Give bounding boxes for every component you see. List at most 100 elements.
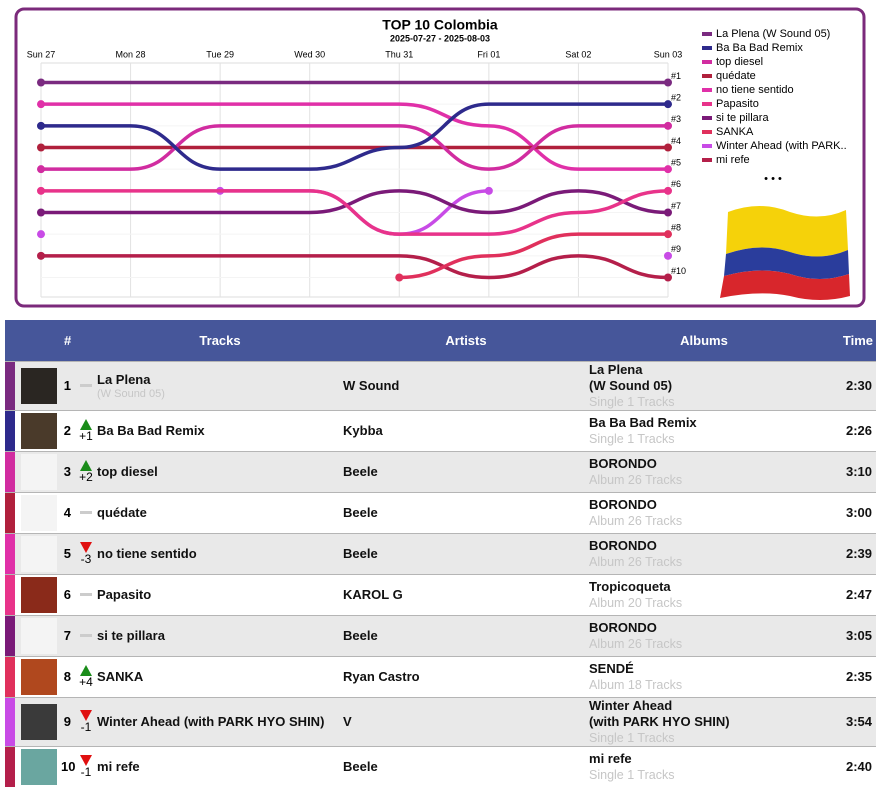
album-cell: Ba Ba Bad Remix Single 1 Tracks	[589, 409, 820, 451]
album-cell: BORONDO Album 26 Tracks	[589, 532, 820, 574]
legend-swatch	[702, 32, 712, 36]
rank: 9	[61, 696, 75, 746]
album-art	[21, 367, 57, 404]
y-tick-label: #6	[671, 179, 681, 189]
change: +1	[79, 428, 93, 443]
album: BORONDO	[589, 537, 657, 553]
series-point	[37, 121, 45, 130]
time: 3:54	[845, 713, 873, 729]
change-cell: +1	[75, 409, 98, 451]
time-cell: 2:35	[819, 655, 877, 697]
album-info: Album 26 Tracks	[589, 636, 683, 651]
header-cell: Albums	[589, 320, 820, 361]
trend-icon	[80, 418, 92, 430]
album: BORONDO	[589, 496, 657, 512]
row-color	[5, 745, 15, 787]
album-info: Album 26 Tracks	[589, 554, 683, 569]
track: La Plena	[97, 371, 151, 387]
album-info: Single 1 Tracks	[589, 431, 675, 446]
legend-label: mi refe	[716, 154, 750, 166]
time: 3:10	[845, 463, 873, 479]
trend-icon	[80, 634, 92, 637]
rank: 10	[61, 745, 75, 787]
header-cell: Tracks	[97, 320, 344, 361]
time: 2:40	[845, 758, 873, 774]
series-point	[37, 143, 45, 152]
album-art	[21, 748, 57, 785]
rank: 2	[61, 409, 75, 451]
track-cell: quédate	[97, 491, 344, 533]
track-cell: si te pillara	[97, 614, 344, 656]
legend-swatch	[702, 144, 712, 148]
legend-swatch	[702, 46, 712, 50]
legend-swatch	[702, 158, 712, 162]
time: 2:39	[845, 545, 873, 561]
series-point	[484, 186, 493, 195]
time-cell: 3:05	[819, 614, 877, 656]
artist: Beele	[343, 504, 378, 520]
change-cell: -3	[75, 532, 98, 574]
album-cell: BORONDO Album 26 Tracks	[589, 614, 820, 656]
artist-cell: Beele	[343, 491, 590, 533]
change-cell	[75, 360, 98, 410]
change-cell	[75, 614, 98, 656]
x-tick-label: Sun 03	[654, 49, 683, 59]
legend-more: • • •	[764, 173, 782, 185]
series-point	[37, 186, 45, 195]
album-art	[21, 494, 57, 531]
album-cell: mi refe Single 1 Tracks	[589, 745, 820, 787]
album-cell: SENDÉ Album 18 Tracks	[589, 655, 820, 697]
track: top diesel	[97, 463, 158, 479]
row-color	[5, 655, 15, 697]
artist-cell: KAROL G	[343, 573, 590, 615]
y-tick-label: #4	[671, 136, 681, 146]
series-point	[664, 100, 672, 109]
album-art	[21, 617, 57, 654]
track-cell: Winter Ahead (with PARK HYO SHIN)	[97, 696, 344, 746]
series-point	[37, 230, 45, 239]
legend-label: Ba Ba Bad Remix	[716, 42, 803, 54]
table-row: 10 -1 mi refe Beele mi refe Single 1 Tracks 2:…	[5, 745, 877, 787]
series-point	[664, 78, 672, 87]
album-art	[21, 453, 57, 490]
trend-icon	[80, 384, 92, 387]
track-cell: top diesel	[97, 450, 344, 492]
thumb-cell	[15, 450, 61, 492]
row-color	[5, 491, 15, 533]
artist: Beele	[343, 545, 378, 561]
album: BORONDO	[589, 455, 657, 471]
series-line	[40, 254, 669, 280]
thumb-cell	[15, 614, 61, 656]
change-cell	[75, 491, 98, 533]
table-row: 2 +1 Ba Ba Bad Remix Kybba Ba Ba Bad Remix Si…	[5, 409, 877, 451]
legend-label: no tiene sentido	[716, 84, 794, 96]
thumb-cell	[15, 573, 61, 615]
time-cell: 2:30	[819, 360, 877, 410]
album-cell: BORONDO Album 26 Tracks	[589, 450, 820, 492]
y-tick-label: #3	[671, 114, 681, 124]
album-info: Album 18 Tracks	[589, 677, 683, 692]
album-info: Single 1 Tracks	[589, 394, 675, 409]
artist: Beele	[343, 627, 378, 643]
flag	[720, 206, 850, 300]
legend-swatch	[702, 116, 712, 120]
legend-swatch	[702, 74, 712, 78]
rank: 6	[61, 573, 75, 615]
thumb-cell	[15, 655, 61, 697]
chart: TOP 10 Colombia 2025-07-27 - 2025-08-03 …	[14, 7, 866, 308]
table-row: 7 si te pillara Beele BORONDO Album 26 Track…	[5, 614, 877, 656]
legend-label: Winter Ahead (with PARK..	[716, 140, 847, 152]
artist: KAROL G	[343, 586, 403, 602]
series-point	[664, 230, 672, 239]
artist-cell: Beele	[343, 532, 590, 574]
header-cell: Artists	[343, 320, 590, 361]
table-row: 6 Papasito KAROL G Tropicoqueta Album 20 Tra…	[5, 573, 877, 615]
trend-icon	[80, 593, 92, 596]
series-point	[664, 121, 672, 130]
series-point	[664, 186, 672, 195]
thumb-cell	[15, 745, 61, 787]
album: Winter Ahead (with PARK HYO SHIN)	[589, 697, 730, 729]
series-line	[41, 102, 668, 171]
album-cell: Tropicoqueta Album 20 Tracks	[589, 573, 820, 615]
